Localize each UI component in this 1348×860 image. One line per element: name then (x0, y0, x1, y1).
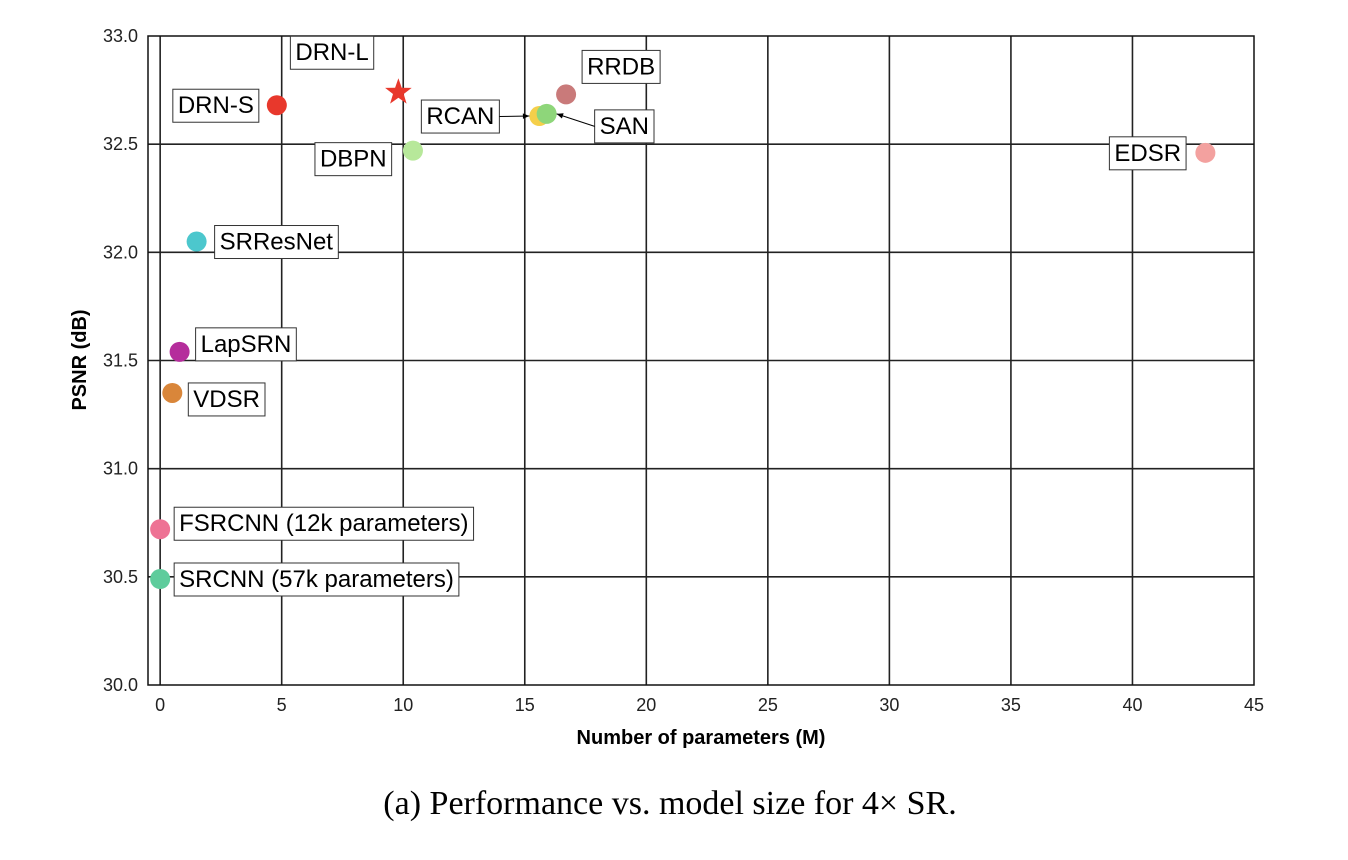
data-point (169, 341, 190, 362)
data-point (402, 140, 423, 161)
point-label: VDSR (193, 386, 260, 413)
plot-frame (147, 35, 1255, 686)
point-label: FSRCNN (12k parameters) (179, 510, 468, 537)
label-box (195, 327, 297, 362)
y-tick-label: 32.5 (103, 134, 138, 154)
y-tick-label: 31.5 (103, 351, 138, 371)
point-label-box: DRN-L (289, 35, 375, 70)
point-label-box: DRN-S (172, 88, 260, 123)
point-label: DBPN (320, 146, 387, 173)
arrow-head (556, 113, 564, 119)
data-point (536, 103, 557, 124)
label-box (187, 382, 266, 417)
label-box (173, 562, 460, 597)
y-tick-labels: 30.0 30.5 31.0 31.5 32.0 32.5 33.0 (103, 26, 138, 695)
annotation-arrows (499, 113, 595, 127)
point-label-box: RRDB (581, 49, 661, 84)
point-label: SAN (600, 113, 649, 140)
point-label-box: SRCNN (57k parameters) (173, 562, 460, 597)
x-tick-label: 45 (1244, 695, 1264, 715)
point-label: LapSRN (201, 331, 292, 358)
x-tick-label: 35 (1001, 695, 1021, 715)
data-point-star (385, 78, 412, 104)
data-point (1195, 142, 1216, 163)
point-label-box: RCAN (420, 99, 500, 134)
data-point (556, 84, 577, 105)
point-labels: DRN-L DRN-S RRDB RCAN SAN DBPN EDSR SRResNet Lap… (172, 35, 1187, 597)
y-tick-label: 33.0 (103, 26, 138, 46)
figure-caption: (a) Performance vs. model size for 4× SR… (383, 785, 956, 822)
y-axis-label: PSNR (dB) (69, 309, 91, 410)
point-label-box: SRResNet (214, 225, 339, 260)
grid-lines (148, 36, 1254, 685)
point-label: EDSR (1114, 140, 1181, 167)
x-axis-label: Number of parameters (M) (577, 727, 826, 749)
data-points (150, 78, 1216, 589)
point-label: DRN-S (178, 92, 254, 119)
annotation-arrow (556, 113, 595, 127)
x-tick-label: 10 (393, 695, 413, 715)
label-box (581, 49, 661, 84)
x-tick-label: 20 (636, 695, 656, 715)
x-tick-label: 30 (879, 695, 899, 715)
point-label-box: DBPN (314, 142, 393, 177)
x-tick-label: 5 (277, 695, 287, 715)
arrow-head (522, 113, 530, 119)
data-point (186, 231, 207, 252)
data-point (150, 568, 171, 589)
point-label-box: SAN (594, 109, 655, 144)
label-box (214, 225, 339, 260)
point-label: DRN-L (295, 39, 368, 66)
label-box (173, 506, 475, 541)
point-label-box: LapSRN (195, 327, 297, 362)
label-box (594, 109, 655, 144)
point-label: RCAN (426, 103, 494, 130)
label-box (289, 35, 375, 70)
data-point (162, 382, 183, 403)
point-label-box: EDSR (1108, 136, 1187, 171)
y-tick-label: 31.0 (103, 459, 138, 479)
x-tick-label: 15 (515, 695, 535, 715)
y-tick-label: 32.0 (103, 242, 138, 262)
x-tick-label: 40 (1122, 695, 1142, 715)
label-box (314, 142, 393, 177)
label-box (172, 88, 260, 123)
x-tick-label: 25 (758, 695, 778, 715)
data-point (150, 519, 171, 540)
point-label: RRDB (587, 53, 655, 80)
point-label-box: FSRCNN (12k parameters) (173, 506, 475, 541)
x-tick-label: 0 (155, 695, 165, 715)
data-point (266, 95, 287, 116)
label-box (1108, 136, 1187, 171)
y-tick-label: 30.0 (103, 675, 138, 695)
point-label-box: VDSR (187, 382, 266, 417)
point-label: SRResNet (220, 229, 334, 256)
x-tick-labels: 0 5 10 15 20 25 30 35 40 45 (155, 695, 1264, 715)
y-tick-label: 30.5 (103, 567, 138, 587)
point-label: SRCNN (57k parameters) (179, 566, 454, 593)
